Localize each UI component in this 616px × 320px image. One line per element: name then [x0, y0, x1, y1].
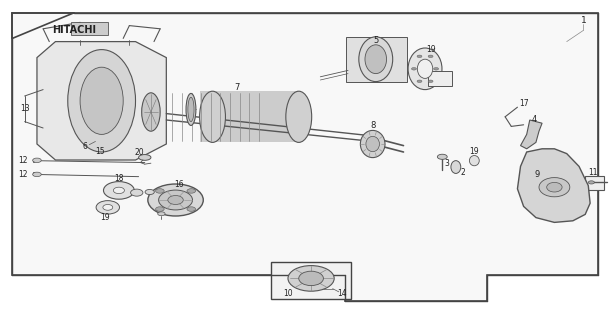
Ellipse shape: [168, 196, 183, 204]
Ellipse shape: [131, 189, 143, 196]
Bar: [346, 37, 407, 82]
Text: 3: 3: [445, 159, 450, 168]
Text: 11: 11: [588, 168, 598, 177]
Text: 6: 6: [83, 142, 87, 151]
Ellipse shape: [68, 50, 136, 152]
Text: HITACHI: HITACHI: [52, 25, 96, 36]
Circle shape: [156, 207, 164, 211]
Ellipse shape: [539, 178, 570, 197]
Circle shape: [411, 68, 416, 70]
Ellipse shape: [188, 97, 194, 122]
Polygon shape: [517, 149, 590, 222]
Circle shape: [187, 207, 195, 211]
Ellipse shape: [359, 37, 393, 82]
Ellipse shape: [288, 266, 334, 291]
Ellipse shape: [145, 189, 154, 195]
Circle shape: [437, 154, 447, 159]
Circle shape: [428, 80, 433, 83]
Text: 15: 15: [95, 147, 105, 156]
Ellipse shape: [365, 45, 387, 74]
Ellipse shape: [286, 91, 312, 142]
Text: 19: 19: [469, 147, 479, 156]
Ellipse shape: [158, 190, 192, 210]
Text: 16: 16: [174, 180, 184, 188]
Circle shape: [588, 181, 594, 184]
Circle shape: [187, 189, 195, 193]
Ellipse shape: [366, 136, 379, 152]
Text: 19: 19: [100, 213, 110, 222]
Text: 4: 4: [532, 115, 537, 124]
Bar: [200, 91, 299, 142]
Text: 12: 12: [18, 170, 28, 179]
Bar: [71, 22, 108, 35]
Ellipse shape: [103, 181, 134, 199]
Ellipse shape: [360, 131, 385, 158]
Ellipse shape: [469, 156, 479, 166]
Ellipse shape: [113, 187, 124, 194]
Text: 1: 1: [580, 16, 586, 25]
Ellipse shape: [96, 201, 120, 214]
Bar: [428, 71, 452, 86]
Text: 14: 14: [337, 289, 347, 298]
Circle shape: [417, 80, 422, 83]
Text: 12: 12: [18, 156, 28, 165]
Text: 5: 5: [373, 36, 378, 45]
Ellipse shape: [103, 204, 113, 210]
Text: 10: 10: [283, 289, 293, 298]
Polygon shape: [37, 42, 166, 160]
Circle shape: [428, 55, 433, 58]
Ellipse shape: [142, 93, 160, 131]
Text: 8: 8: [370, 121, 375, 130]
Circle shape: [158, 212, 165, 216]
Ellipse shape: [139, 155, 151, 160]
Text: 7: 7: [235, 83, 240, 92]
Text: 2: 2: [461, 168, 466, 177]
Ellipse shape: [299, 271, 323, 285]
Ellipse shape: [451, 161, 461, 173]
Text: 20: 20: [134, 148, 144, 157]
Text: 13: 13: [20, 104, 30, 113]
Circle shape: [434, 68, 439, 70]
Circle shape: [33, 158, 41, 163]
Circle shape: [417, 55, 422, 58]
Polygon shape: [521, 120, 542, 149]
Text: 9: 9: [535, 170, 540, 179]
Circle shape: [156, 189, 164, 193]
Ellipse shape: [418, 59, 432, 78]
Ellipse shape: [200, 91, 225, 142]
Text: 17: 17: [519, 99, 529, 108]
Ellipse shape: [408, 48, 442, 90]
Circle shape: [33, 172, 41, 177]
Ellipse shape: [186, 93, 196, 125]
Polygon shape: [12, 13, 598, 301]
Text: 19: 19: [426, 45, 436, 54]
Ellipse shape: [547, 182, 562, 192]
Text: 18: 18: [114, 174, 124, 183]
Ellipse shape: [148, 184, 203, 216]
Ellipse shape: [80, 67, 123, 134]
Bar: [271, 262, 351, 299]
Bar: [585, 176, 604, 190]
